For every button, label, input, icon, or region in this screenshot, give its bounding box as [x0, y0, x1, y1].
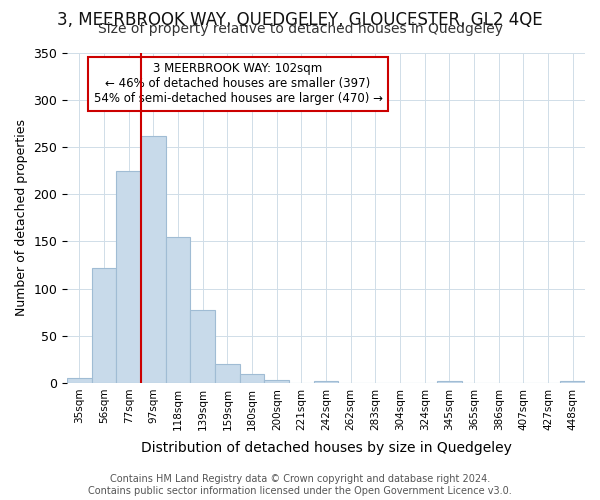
- Bar: [166, 236, 190, 383]
- Bar: [92, 268, 116, 383]
- Bar: [437, 381, 462, 383]
- Bar: [215, 364, 240, 383]
- Bar: [560, 381, 585, 383]
- Bar: [190, 310, 215, 383]
- Bar: [265, 380, 289, 383]
- Bar: [67, 378, 92, 383]
- Text: 3, MEERBROOK WAY, QUEDGELEY, GLOUCESTER, GL2 4QE: 3, MEERBROOK WAY, QUEDGELEY, GLOUCESTER,…: [57, 11, 543, 29]
- Text: Size of property relative to detached houses in Quedgeley: Size of property relative to detached ho…: [97, 22, 503, 36]
- Bar: [141, 136, 166, 383]
- Bar: [240, 374, 265, 383]
- Bar: [314, 381, 338, 383]
- X-axis label: Distribution of detached houses by size in Quedgeley: Distribution of detached houses by size …: [140, 441, 512, 455]
- Text: 3 MEERBROOK WAY: 102sqm
← 46% of detached houses are smaller (397)
54% of semi-d: 3 MEERBROOK WAY: 102sqm ← 46% of detache…: [94, 62, 383, 106]
- Text: Contains HM Land Registry data © Crown copyright and database right 2024.
Contai: Contains HM Land Registry data © Crown c…: [88, 474, 512, 496]
- Bar: [116, 172, 141, 383]
- Y-axis label: Number of detached properties: Number of detached properties: [15, 119, 28, 316]
